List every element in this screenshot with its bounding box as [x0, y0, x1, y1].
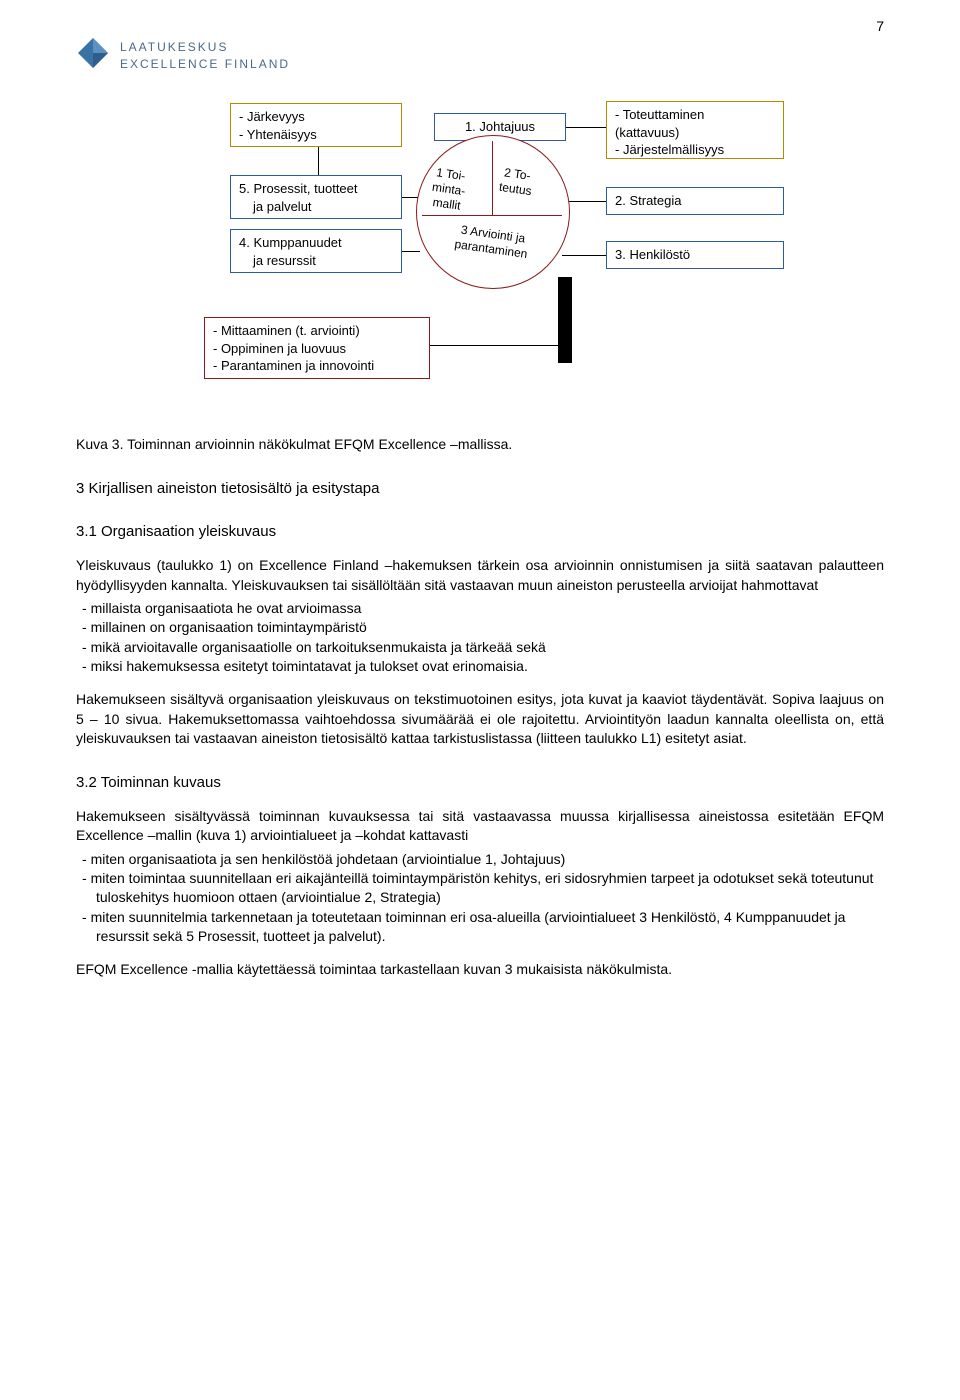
list-item: miten suunnitelmia tarkennetaan ja toteu… — [96, 908, 884, 947]
list-item: millainen on organisaation toimintaympär… — [96, 618, 884, 637]
box-bottom-left: - Mittaaminen (t. arviointi) - Oppiminen… — [204, 317, 430, 379]
list-item: millaista organisaatiota he ovat arvioim… — [96, 599, 884, 618]
diagram: - Järkevyys - Yhtenäisyys 5. Prosessit, … — [140, 95, 820, 425]
black-bar — [558, 277, 572, 363]
circle-outer — [416, 135, 570, 289]
circle-label-tl: 1 Toi-minta-mallit — [429, 165, 468, 214]
section32-heading: 3.2 Toiminnan kuvaus — [76, 774, 884, 791]
circle-label-tr: 2 To-teutus — [498, 165, 535, 199]
box-left-mid1: 5. Prosessit, tuotteet ja palvelut — [230, 175, 402, 219]
list-item: mikä arvioitavalle organisaatiolle on ta… — [96, 638, 884, 657]
section3-heading: 3 Kirjallisen aineiston tietosisältö ja … — [76, 480, 884, 497]
box-left-mid2: 4. Kumppanuudet ja resurssit — [230, 229, 402, 273]
diamond-icon — [76, 36, 110, 75]
page-number: 7 — [876, 18, 884, 34]
figure-caption: Kuva 3. Toiminnan arvioinnin näkökulmat … — [76, 435, 884, 454]
list-item: miten toimintaa suunnitellaan eri aikajä… — [96, 869, 884, 908]
circle-divider-v — [492, 141, 493, 215]
bullets-31: millaista organisaatiota he ovat arvioim… — [76, 599, 884, 676]
logo-line2: EXCELLENCE FINLAND — [120, 56, 290, 72]
para-31-2: Hakemukseen sisältyvä organisaation ylei… — [76, 690, 884, 748]
circle-divider-h — [422, 215, 562, 216]
list-item: miksi hakemuksessa esitetyt toimintatava… — [96, 657, 884, 676]
logo: LAATUKESKUS EXCELLENCE FINLAND — [76, 36, 884, 75]
list-item: miten organisaatiota ja sen henkilöstöä … — [96, 850, 884, 869]
box-right-mid1: 2. Strategia — [606, 187, 784, 215]
box-right-top: - Toteuttaminen (kattavuus) - Järjestelm… — [606, 101, 784, 159]
para-31-1: Yleiskuvaus (taulukko 1) on Excellence F… — [76, 556, 884, 595]
bullets-32: miten organisaatiota ja sen henkilöstöä … — [76, 850, 884, 947]
section31-heading: 3.1 Organisaation yleiskuvaus — [76, 523, 884, 540]
logo-line1: LAATUKESKUS — [120, 39, 290, 55]
box-right-mid2: 3. Henkilöstö — [606, 241, 784, 269]
para-32-1: Hakemukseen sisältyvässä toiminnan kuvau… — [76, 807, 884, 846]
box-left-top: - Järkevyys - Yhtenäisyys — [230, 103, 402, 147]
para-32-2: EFQM Excellence -mallia käytettäessä toi… — [76, 960, 884, 979]
